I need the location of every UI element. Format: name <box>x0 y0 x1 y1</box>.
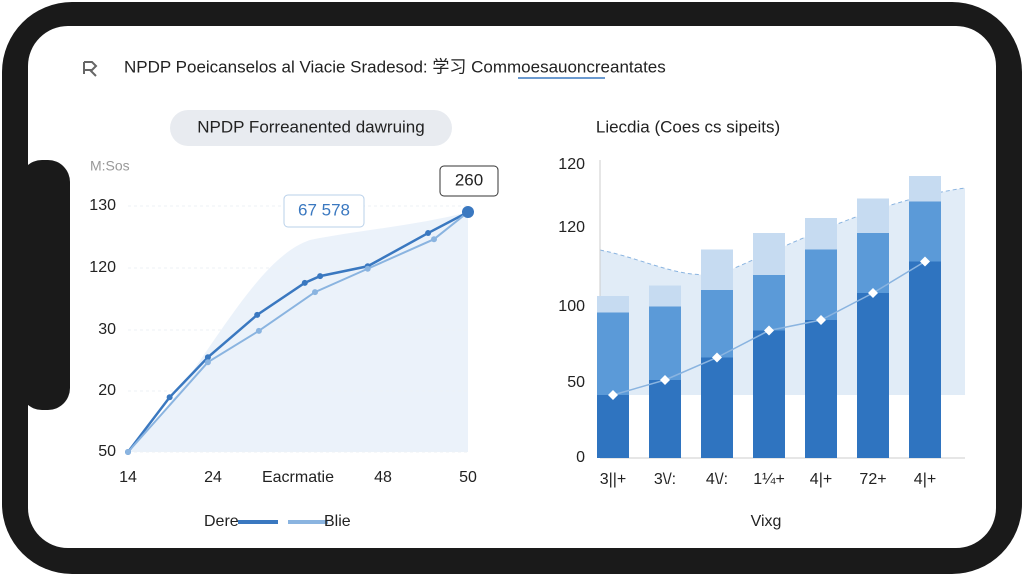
band-edge <box>599 187 966 276</box>
bar-segment <box>805 218 837 250</box>
y-tick-label: 20 <box>98 382 116 399</box>
bar-segment <box>597 312 629 395</box>
x-tick-label: 72+ <box>859 471 886 488</box>
legend-label: Vixg <box>751 513 782 530</box>
y-tick-label: 50 <box>98 443 116 460</box>
back-icon[interactable] <box>83 61 98 77</box>
bar-segment <box>909 176 941 202</box>
bar-segment <box>701 357 733 458</box>
chart-title: NPDP Forreanented dawruing <box>197 117 424 136</box>
annotation-box <box>283 194 365 228</box>
y-tick-label: 30 <box>98 321 116 338</box>
bar-segment <box>701 249 733 290</box>
diamond <box>764 325 774 336</box>
bar-segment <box>805 249 837 320</box>
bar-segment <box>649 380 681 458</box>
point <box>204 354 211 361</box>
x-tick-label: 4|+ <box>914 471 936 488</box>
annotation: 260 <box>455 170 483 189</box>
bar-segment <box>753 275 785 331</box>
title-pill <box>170 110 452 146</box>
bar-segment <box>857 233 889 293</box>
x-tick-label: 48 <box>374 469 392 486</box>
diamond <box>712 352 722 363</box>
bar-segment <box>597 395 629 458</box>
x-tick-label: Eacrmatie <box>262 469 334 486</box>
diamond <box>920 256 930 267</box>
bar-segment <box>753 330 785 458</box>
annotation: 67 578 <box>298 200 350 219</box>
diamond <box>816 315 826 325</box>
y-tick-label: 50 <box>567 374 585 391</box>
x-tick-label: 24 <box>204 469 222 486</box>
bar-segment <box>649 306 681 380</box>
point <box>431 236 437 243</box>
chart-title: Liecdia (Coes cs sipeits) <box>596 117 780 136</box>
point <box>312 289 318 296</box>
x-tick-label: 3||+ <box>600 471 627 488</box>
y-tick-label: 120 <box>558 219 585 236</box>
bar-segment <box>597 296 629 313</box>
legend-label: Blie <box>324 513 351 530</box>
point <box>204 359 211 366</box>
y-tick-label: 120 <box>558 156 585 173</box>
bar-segment <box>701 290 733 358</box>
diamond <box>868 288 878 298</box>
bar-segment <box>909 261 941 458</box>
point <box>301 279 308 286</box>
diamond <box>608 390 618 400</box>
bar-segment <box>805 320 837 458</box>
bar-segment <box>857 293 889 458</box>
x-tick-label: 14 <box>119 469 137 486</box>
notch <box>20 160 70 410</box>
point <box>166 394 173 401</box>
point <box>425 230 432 237</box>
area-band <box>128 212 468 452</box>
x-tick-label: 3\/: <box>654 471 676 488</box>
point <box>317 273 324 280</box>
y-axis-label: M:Sos <box>90 158 130 174</box>
bar-segment <box>753 233 785 275</box>
x-tick-label: 4|+ <box>810 471 832 488</box>
x-tick-label: 50 <box>459 469 477 486</box>
diamond <box>660 375 670 385</box>
x-tick-label: 1¼+ <box>753 471 785 488</box>
x-tick-label: 4\/: <box>706 471 728 488</box>
legend-label: Dere <box>204 513 239 530</box>
y-tick-label: 130 <box>89 197 116 214</box>
annotation-box <box>439 165 499 197</box>
bar-segment <box>857 198 889 233</box>
point <box>255 327 262 334</box>
header-title: NPDP Poeicanselos al Viacie Sradesod: 学习… <box>124 57 666 76</box>
y-tick-label: 0 <box>576 449 585 466</box>
bar-segment <box>649 285 681 307</box>
y-tick-label: 120 <box>89 259 116 276</box>
y-tick-label: 100 <box>558 298 585 315</box>
point <box>254 311 261 318</box>
bar-segment <box>909 201 941 262</box>
point <box>364 265 371 272</box>
highlight-point <box>462 206 474 218</box>
point <box>125 449 131 455</box>
